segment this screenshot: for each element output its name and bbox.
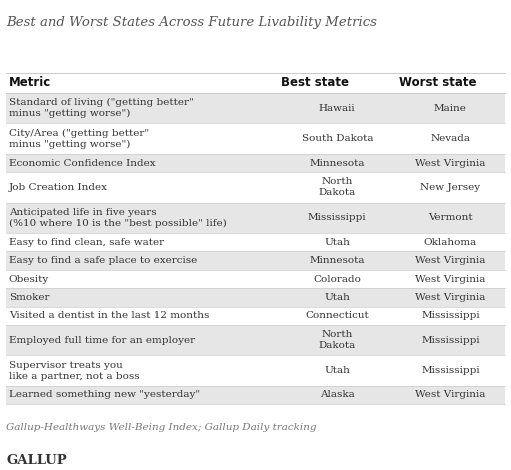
Text: Utah: Utah [324, 293, 350, 302]
Text: GALLUP: GALLUP [6, 454, 67, 467]
Text: West Virginia: West Virginia [415, 293, 485, 302]
Text: West Virginia: West Virginia [415, 274, 485, 283]
Bar [6, 355, 505, 386]
Text: Nevada: Nevada [430, 134, 471, 143]
Text: Easy to find a safe place to exercise: Easy to find a safe place to exercise [9, 256, 197, 265]
Text: Obesity: Obesity [9, 274, 49, 283]
Text: Alaska: Alaska [320, 391, 355, 400]
Text: Mississippi: Mississippi [308, 213, 366, 222]
Text: Oklahoma: Oklahoma [424, 238, 477, 247]
Bar [6, 325, 505, 355]
Text: Gallup-Healthways Well-Being Index; Gallup Daily tracking: Gallup-Healthways Well-Being Index; Gall… [6, 423, 317, 432]
Text: Easy to find clean, safe water: Easy to find clean, safe water [9, 238, 164, 247]
Text: Best state: Best state [281, 77, 349, 89]
Text: City/Area ("getting better"
minus "getting worse"): City/Area ("getting better" minus "getti… [9, 128, 149, 149]
Text: Vermont: Vermont [428, 213, 473, 222]
Bar [6, 93, 505, 124]
Text: Metric: Metric [9, 77, 51, 89]
Bar [6, 233, 505, 251]
Text: Learned something new "yesterday": Learned something new "yesterday" [9, 391, 200, 400]
Text: South Dakota: South Dakota [301, 134, 373, 143]
Bar [6, 288, 505, 306]
Text: North
Dakota: North Dakota [319, 177, 356, 197]
Text: Mississippi: Mississippi [421, 311, 480, 321]
Bar [6, 154, 505, 172]
Text: Mississippi: Mississippi [421, 336, 480, 345]
Bar [6, 124, 505, 154]
Bar [6, 172, 505, 203]
Bar [6, 251, 505, 270]
Text: Economic Confidence Index: Economic Confidence Index [9, 158, 155, 167]
Text: Visited a dentist in the last 12 months: Visited a dentist in the last 12 months [9, 311, 209, 321]
Text: Colorado: Colorado [313, 274, 361, 283]
Text: Smoker: Smoker [9, 293, 49, 302]
Text: Utah: Utah [324, 238, 350, 247]
Text: Mississippi: Mississippi [421, 366, 480, 375]
Text: Job Creation Index: Job Creation Index [9, 183, 108, 192]
Text: Worst state: Worst state [399, 77, 476, 89]
Bar [6, 270, 505, 288]
Text: Utah: Utah [324, 366, 350, 375]
Text: Employed full time for an employer: Employed full time for an employer [9, 336, 195, 345]
Text: West Virginia: West Virginia [415, 391, 485, 400]
Text: Anticipated life in five years
(%10 where 10 is the "best possible" life): Anticipated life in five years (%10 wher… [9, 208, 226, 228]
Bar [6, 386, 505, 404]
Text: New Jersey: New Jersey [421, 183, 480, 192]
Text: West Virginia: West Virginia [415, 158, 485, 167]
Text: North
Dakota: North Dakota [319, 330, 356, 350]
Bar [6, 306, 505, 325]
Text: West Virginia: West Virginia [415, 256, 485, 265]
Text: Standard of living ("getting better"
minus "getting worse"): Standard of living ("getting better" min… [9, 98, 194, 118]
Text: Minnesota: Minnesota [310, 256, 365, 265]
Text: Hawaii: Hawaii [319, 104, 356, 113]
Text: Minnesota: Minnesota [310, 158, 365, 167]
Text: Supervisor treats you
like a partner, not a boss: Supervisor treats you like a partner, no… [9, 360, 140, 381]
Bar [6, 203, 505, 233]
Text: Best and Worst States Across Future Livability Metrics: Best and Worst States Across Future Liva… [6, 16, 377, 30]
Text: Connecticut: Connecticut [306, 311, 369, 321]
Text: Maine: Maine [434, 104, 467, 113]
